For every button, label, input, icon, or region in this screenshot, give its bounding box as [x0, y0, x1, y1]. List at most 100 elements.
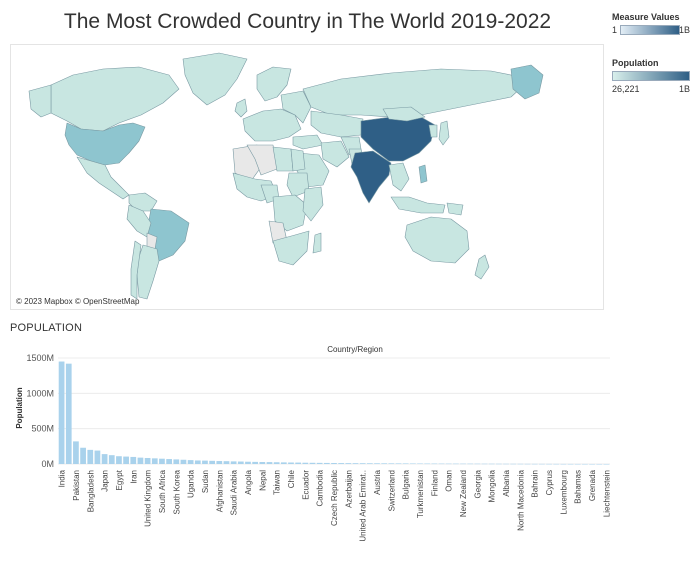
x-tick-label: United Arab Emirat..	[359, 470, 368, 542]
y-axis-label: Population	[15, 387, 24, 428]
bar-senegal[interactable]	[323, 462, 330, 464]
bar-south-africa[interactable]	[159, 458, 165, 464]
bar-norway[interactable]	[424, 463, 431, 465]
bar-germany[interactable]	[209, 460, 215, 464]
country-iran	[320, 140, 350, 168]
bar-saudi-arabia[interactable]	[230, 461, 237, 464]
bar-thailand[interactable]	[194, 460, 201, 464]
bar-afghanistan[interactable]	[216, 461, 223, 464]
bar-vanuatu[interactable]	[582, 463, 588, 465]
bar-togo[interactable]	[395, 463, 402, 464]
bar-malaysia[interactable]	[266, 462, 273, 464]
bar-india[interactable]	[58, 361, 65, 464]
bar-netherlands[interactable]	[309, 462, 316, 464]
country-europe-east	[280, 90, 312, 124]
bar-china[interactable]	[65, 363, 72, 464]
bar-qatar[interactable]	[510, 463, 517, 465]
bar-liechtenstein[interactable]	[603, 463, 610, 465]
bar-switzerland[interactable]	[388, 463, 395, 464]
population-bar-chart-svg: Country/Region Population 0M 500M 1000M 150…	[15, 345, 611, 542]
bar-brazil[interactable]	[108, 455, 115, 464]
bar-mexico[interactable]	[151, 458, 158, 464]
bar-south-korea[interactable]	[173, 459, 180, 464]
measure-values-legend-max: 1B	[678, 25, 690, 35]
bar-turkmenistan[interactable]	[417, 463, 423, 465]
bar-guinea[interactable]	[338, 463, 345, 464]
bar-vietnam[interactable]	[180, 459, 187, 464]
bar-estonia[interactable]	[539, 463, 545, 465]
bar-turkey[interactable]	[223, 461, 230, 464]
bar-bangladesh[interactable]	[87, 449, 94, 464]
bar-ecuador[interactable]	[302, 462, 309, 464]
bar-albania[interactable]	[503, 463, 509, 465]
bar-egypt[interactable]	[116, 456, 122, 464]
bar-azerbaijan[interactable]	[345, 463, 352, 464]
bar-nepal[interactable]	[259, 462, 266, 464]
bar-latvia[interactable]	[524, 463, 531, 465]
bar-austria[interactable]	[374, 463, 380, 464]
bar-georgia[interactable]	[474, 463, 481, 465]
x-tick-label: New Zealand	[459, 470, 468, 517]
bar-serbia[interactable]	[381, 463, 388, 464]
population-legend[interactable]: Population 26,221 1B	[612, 58, 690, 95]
bar-north-macedonia[interactable]	[517, 463, 524, 465]
world-map-canvas[interactable]	[11, 45, 604, 310]
bar-bahamas[interactable]	[574, 463, 581, 465]
country-australia	[404, 216, 470, 264]
bar-peru[interactable]	[252, 461, 259, 464]
bar-uganda[interactable]	[187, 460, 194, 464]
bar-oman[interactable]	[445, 463, 452, 465]
y-tick-label: 1000M	[26, 388, 54, 398]
bar-ireland[interactable]	[453, 463, 459, 465]
measure-values-legend[interactable]: Measure Values 1 1B	[612, 12, 690, 37]
bar-andorra[interactable]	[596, 463, 603, 465]
bar-cyprus[interactable]	[546, 463, 552, 465]
bar-indonesia[interactable]	[123, 456, 129, 464]
bar-iran[interactable]	[130, 456, 137, 464]
bar-new-zealand[interactable]	[460, 463, 466, 465]
x-tick-label: Pakistan	[72, 470, 81, 501]
x-tick-label: Angola	[244, 469, 253, 494]
bar-luxembourg[interactable]	[560, 463, 567, 465]
bar-yemen[interactable]	[295, 462, 302, 464]
population-legend-title: Population	[612, 58, 659, 68]
x-tick-label: United Kingdom	[144, 470, 153, 527]
bar-finland[interactable]	[431, 463, 438, 465]
bar-united-arab-emirat-[interactable]	[359, 463, 366, 464]
bar-bulgaria[interactable]	[402, 463, 409, 464]
bar-russia[interactable]	[137, 457, 144, 464]
country-egypt	[290, 148, 306, 172]
bar-usa[interactable]	[80, 447, 86, 464]
bar-japan[interactable]	[101, 454, 108, 464]
bar-grenada[interactable]	[589, 463, 595, 465]
bar-malta[interactable]	[567, 463, 574, 465]
bar-lebanon[interactable]	[438, 463, 445, 465]
population-legend-max: 1B	[678, 84, 690, 94]
bar-taiwan[interactable]	[273, 462, 280, 464]
bar-angola[interactable]	[245, 461, 251, 464]
x-tick-label: India	[58, 469, 67, 487]
bar-cambodia[interactable]	[316, 462, 323, 464]
bar-kenya[interactable]	[237, 461, 244, 464]
bar-pakistan[interactable]	[73, 441, 79, 464]
bar-israel[interactable]	[366, 463, 373, 464]
x-tick-label: Grenada	[588, 469, 597, 501]
country-russia	[302, 68, 532, 118]
bar-united-kingdom[interactable]	[144, 457, 151, 464]
bar-nigeria[interactable]	[94, 450, 101, 464]
bar-liberia[interactable]	[467, 463, 474, 465]
world-map[interactable]: © 2023 Mapbox © OpenStreetMap	[10, 44, 604, 310]
bar-ghana[interactable]	[280, 462, 287, 464]
bar-philippines[interactable]	[166, 459, 172, 464]
x-tick-label: Czech Republic	[330, 470, 339, 526]
bar-libya[interactable]	[409, 463, 416, 464]
bar-sudan[interactable]	[202, 460, 208, 464]
bar-czech-republic[interactable]	[331, 463, 337, 464]
bar-panama[interactable]	[481, 463, 488, 465]
bar-mongolia[interactable]	[488, 463, 495, 465]
bar-bahrain[interactable]	[531, 463, 538, 465]
bar-armenia[interactable]	[496, 463, 502, 465]
bar-fiji[interactable]	[553, 463, 560, 465]
bar-chile[interactable]	[288, 462, 294, 464]
bar-haiti[interactable]	[352, 463, 359, 464]
